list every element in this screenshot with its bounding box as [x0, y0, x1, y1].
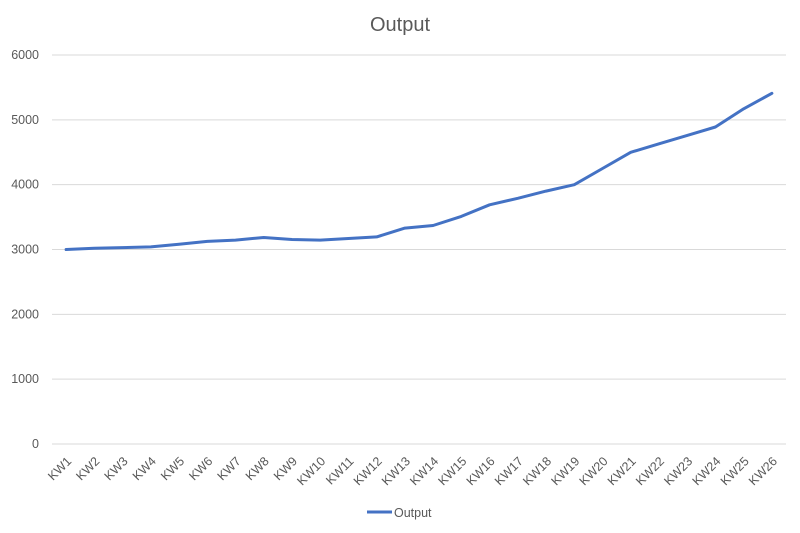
x-tick-label-kw19: KW19 [548, 454, 582, 488]
series-line-output [64, 91, 774, 251]
x-tick-label-kw7: KW7 [215, 454, 244, 483]
x-tick-label-kw21: KW21 [605, 454, 639, 488]
x-tick-label-kw2: KW2 [73, 454, 102, 483]
x-tick-label-kw23: KW23 [661, 454, 695, 488]
y-tick-label-5000: 5000 [11, 113, 39, 127]
x-tick-label-kw25: KW25 [718, 454, 752, 488]
x-tick-label-kw8: KW8 [243, 454, 272, 483]
x-tick-label-kw13: KW13 [379, 454, 413, 488]
x-tick-label-kw26: KW26 [746, 454, 780, 488]
y-tick-label-1000: 1000 [11, 372, 39, 386]
legend-label-output: Output [394, 506, 432, 520]
gridlines [52, 54, 786, 445]
x-tick-label-kw5: KW5 [158, 454, 187, 483]
x-tick-label-kw6: KW6 [186, 454, 215, 483]
x-tick-label-kw3: KW3 [102, 454, 131, 483]
legend: Output [367, 506, 432, 520]
chart-title: Output [370, 14, 430, 36]
x-tick-label-kw10: KW10 [294, 454, 328, 488]
x-tick-label-kw12: KW12 [351, 454, 385, 488]
x-tick-label-kw15: KW15 [435, 454, 469, 488]
y-axis-tick-labels: 0 1000 2000 3000 4000 5000 6000 [11, 48, 39, 451]
y-tick-label-6000: 6000 [11, 48, 39, 62]
y-tick-label-2000: 2000 [11, 307, 39, 321]
x-tick-label-kw11: KW11 [323, 454, 356, 487]
x-tick-label-kw1: KW1 [45, 454, 74, 483]
x-tick-label-kw24: KW24 [690, 454, 724, 488]
x-tick-label-kw18: KW18 [520, 454, 554, 488]
x-tick-label-kw20: KW20 [577, 454, 611, 488]
series-group [64, 91, 774, 251]
x-tick-label-kw4: KW4 [130, 454, 159, 483]
y-tick-label-3000: 3000 [11, 243, 39, 257]
y-tick-label-4000: 4000 [11, 178, 39, 192]
x-axis-tick-labels: KW1 KW2 KW3 KW4 KW5 KW6 KW7 KW8 KW9KW10KW11KW12K… [45, 454, 780, 488]
y-tick-label-0: 0 [32, 437, 39, 451]
x-tick-label-kw17: KW17 [492, 454, 526, 488]
x-tick-label-kw14: KW14 [407, 454, 441, 488]
x-tick-label-kw16: KW16 [464, 454, 498, 488]
x-tick-label-kw22: KW22 [633, 454, 667, 488]
